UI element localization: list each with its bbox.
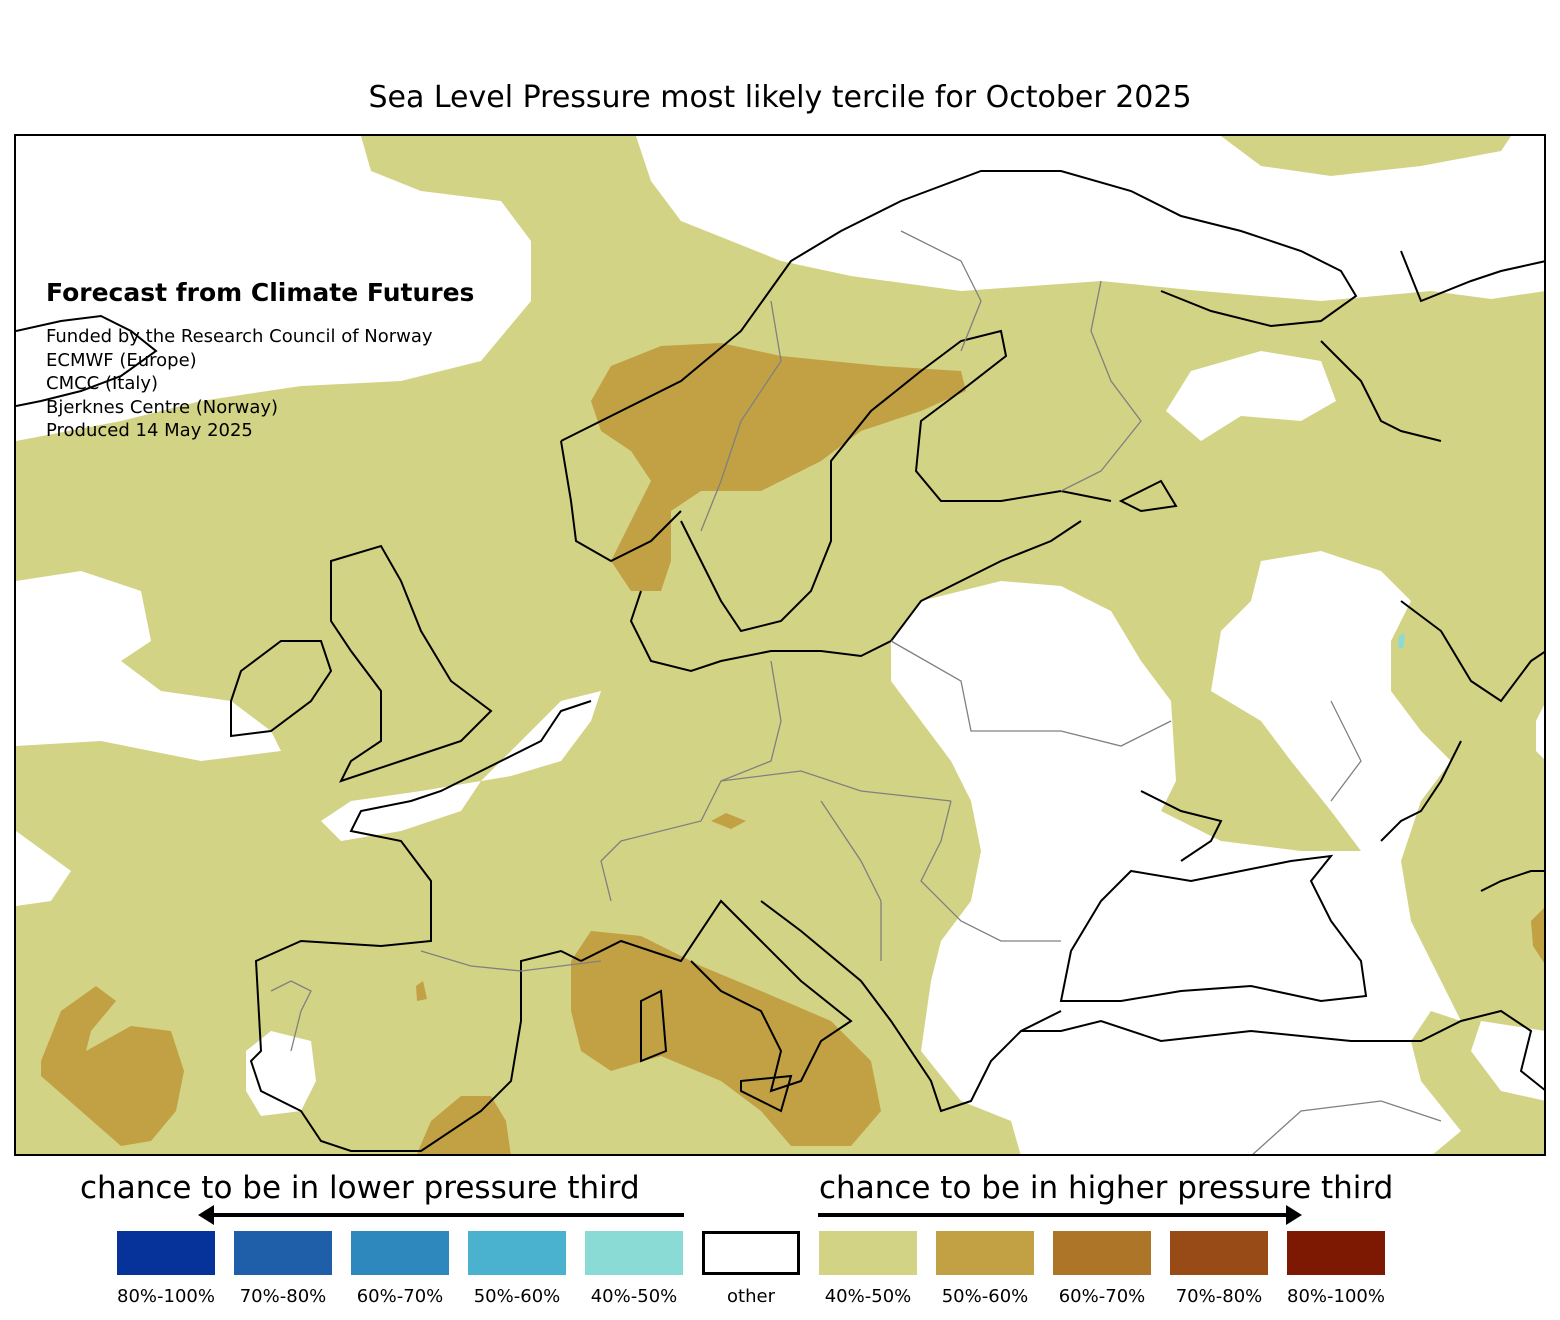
legend-swatch <box>1053 1231 1151 1275</box>
map-title: Sea Level Pressure most likely tercile f… <box>368 80 1192 115</box>
legend-label: 70%-80% <box>1175 1286 1263 1307</box>
legend-swatch <box>468 1231 566 1275</box>
legend-swatch <box>819 1231 917 1275</box>
info-line: CMCC (Italy) <box>46 373 159 394</box>
legend-swatch <box>117 1231 215 1275</box>
legend-label: 80%-100% <box>117 1286 215 1307</box>
info-line: Funded by the Research Council of Norway <box>46 326 433 347</box>
legend-swatch <box>1287 1231 1385 1275</box>
map-panel: Forecast from Climate Futures Funded by … <box>14 134 1546 1156</box>
legend-label: 40%-50% <box>824 1286 912 1307</box>
legend-lower-title: chance to be in lower pressure third <box>80 1170 640 1206</box>
coastlines <box>16 170 1544 1152</box>
info-line: Produced 14 May 2025 <box>46 420 253 441</box>
info-line: Bjerknes Centre (Norway) <box>46 396 279 418</box>
arrow-left-head-icon <box>198 1205 214 1225</box>
arrow-right-head-icon <box>1286 1205 1302 1225</box>
legend-higher-title: chance to be in higher pressure third <box>819 1170 1394 1206</box>
legend-label: 60%-70% <box>1058 1286 1146 1307</box>
legend-swatch <box>351 1231 449 1275</box>
legend-swatch <box>702 1231 800 1275</box>
legend-swatch <box>234 1231 332 1275</box>
legend-label: other <box>727 1286 775 1307</box>
shade-40-50-lower <box>1398 633 1405 649</box>
info-heading: Forecast from Climate Futures <box>46 278 475 307</box>
shade-50-60-higher <box>41 343 1544 1154</box>
legend-swatch <box>1170 1231 1268 1275</box>
info-line: ECMWF (Europe) <box>46 349 197 371</box>
arrow-left <box>212 1213 684 1217</box>
legend-swatch <box>585 1231 683 1275</box>
arrow-right <box>818 1213 1288 1217</box>
borders <box>270 230 1442 1154</box>
legend-label: 60%-70% <box>356 1286 444 1307</box>
tercile-map <box>16 136 1544 1154</box>
info-box: Forecast from Climate Futures Funded by … <box>46 278 474 443</box>
legend-label: 40%-50% <box>590 1286 678 1307</box>
legend-label: 80%-100% <box>1287 1286 1385 1307</box>
legend-swatch <box>936 1231 1034 1275</box>
legend-label: 70%-80% <box>239 1286 327 1307</box>
legend-label: 50%-60% <box>941 1286 1029 1307</box>
legend-label: 50%-60% <box>473 1286 561 1307</box>
